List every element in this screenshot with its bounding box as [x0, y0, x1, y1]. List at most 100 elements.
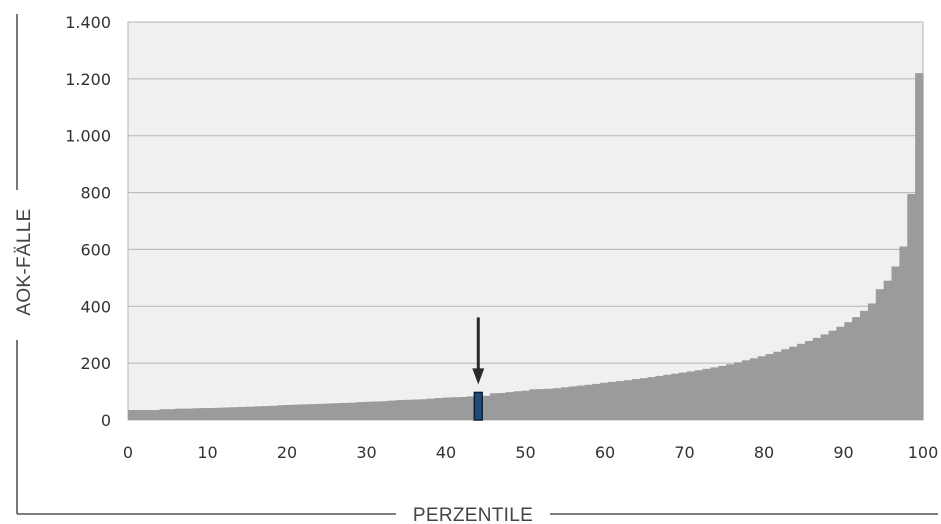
bar: [395, 400, 405, 420]
bar: [513, 391, 523, 420]
bar: [812, 337, 822, 420]
bar: [781, 349, 790, 420]
bar: [324, 403, 334, 420]
bar: [867, 303, 877, 420]
bar: [600, 382, 609, 420]
bar: [293, 404, 302, 420]
arrow-head: [472, 368, 485, 385]
bar: [505, 392, 515, 420]
bar: [797, 343, 806, 420]
bar: [545, 388, 554, 420]
bar: [702, 368, 712, 420]
bar: [387, 400, 397, 420]
bar: [623, 380, 633, 420]
bar: [757, 356, 767, 420]
bar: [726, 364, 735, 420]
bar: [128, 410, 137, 420]
bar: [427, 398, 436, 420]
bar: [686, 371, 696, 420]
y-tick-label: 0: [101, 411, 111, 430]
bar: [442, 397, 452, 420]
bar: [490, 393, 499, 420]
bar: [222, 407, 231, 420]
bar: [663, 374, 672, 420]
bar: [135, 410, 145, 420]
bar: [403, 399, 412, 420]
x-tick-label: 90: [833, 443, 853, 462]
bar: [860, 310, 869, 420]
bar: [529, 389, 538, 420]
bar: [537, 389, 546, 420]
bars: [128, 73, 924, 421]
bar: [741, 360, 751, 420]
bar: [804, 340, 814, 420]
bar: [608, 381, 617, 420]
bar: [261, 406, 271, 420]
bar: [584, 384, 594, 420]
bar: [734, 362, 743, 420]
bar: [309, 404, 318, 420]
bar: [238, 406, 247, 420]
x-tick-label: 10: [197, 443, 217, 462]
y-tick-label: 1.200: [65, 70, 111, 89]
bar: [301, 404, 310, 420]
y-axis-ticks: 0 200 400 600 800 1.000 1.200 1.400: [65, 13, 111, 430]
bar: [836, 326, 845, 420]
bar: [175, 408, 184, 420]
bar: [253, 406, 263, 420]
bar: [482, 395, 491, 420]
y-axis-title: AOK-FÄLLE: [14, 208, 35, 315]
x-tick-label: 50: [515, 443, 535, 462]
bar: [183, 408, 192, 420]
bar: [364, 401, 373, 420]
bar: [198, 408, 208, 420]
bar: [678, 372, 688, 420]
bar: [553, 388, 562, 420]
x-tick-label: 70: [674, 443, 694, 462]
x-axis-title: PERZENTILE: [413, 505, 533, 524]
bar: [214, 407, 224, 420]
bar: [639, 378, 649, 420]
bar: [151, 410, 161, 420]
x-tick-label: 100: [908, 443, 939, 462]
bar: [560, 387, 570, 420]
bar: [450, 397, 460, 420]
bar: [631, 379, 641, 420]
highlighted-bar: [473, 391, 483, 421]
bar: [828, 330, 838, 420]
y-tick-label: 1.000: [65, 127, 111, 146]
bar: [915, 73, 924, 421]
x-tick-label: 30: [356, 443, 376, 462]
bar: [820, 334, 830, 420]
bar: [246, 406, 255, 420]
bar: [852, 317, 861, 420]
bar: [655, 375, 664, 420]
highlight-layer: [472, 317, 485, 421]
bar: [671, 373, 680, 420]
bar: [206, 408, 216, 420]
bar: [891, 266, 900, 420]
bar: [230, 407, 239, 420]
bar: [434, 398, 444, 420]
y-tick-label: 600: [80, 240, 111, 259]
bar: [899, 246, 908, 420]
bar: [844, 322, 853, 420]
bar: [411, 399, 420, 420]
bar: [718, 365, 727, 420]
x-axis-ticks: 0 10 20 30 40 50 60 70 80 90 100: [123, 443, 938, 462]
y-tick-label: 800: [80, 184, 111, 203]
bar: [694, 370, 704, 420]
bar: [159, 409, 168, 420]
x-tick-label: 80: [754, 443, 774, 462]
bar: [710, 367, 719, 420]
bar: [419, 399, 428, 420]
bar: [372, 401, 381, 420]
bar: [379, 401, 389, 420]
bar: [190, 408, 200, 420]
bar: [883, 280, 893, 420]
bar: [907, 193, 916, 420]
x-tick-label: 0: [123, 443, 133, 462]
bar: [348, 402, 357, 420]
bar: [592, 383, 601, 420]
bar: [466, 396, 475, 420]
